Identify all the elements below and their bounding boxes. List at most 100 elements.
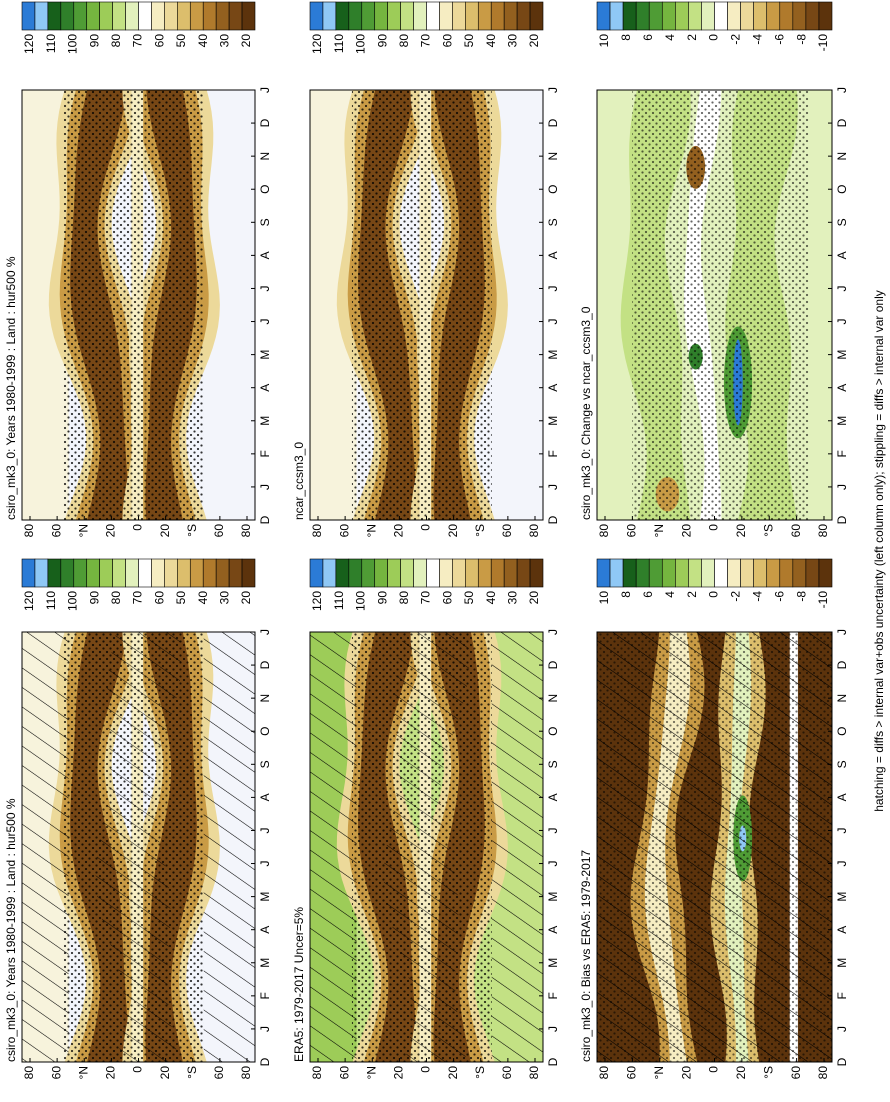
x-tick-label: D — [835, 515, 849, 524]
y-tick-label: 60 — [49, 524, 63, 538]
colorbar-label: -2 — [729, 34, 743, 45]
x-tick-label: S — [546, 760, 560, 768]
colorbar-label: 20 — [239, 34, 253, 48]
colorbar-label: 70 — [419, 34, 433, 48]
y-tick-label: 0 — [707, 1066, 721, 1073]
colorbar-label: 120 — [22, 34, 36, 54]
colorbar-cell — [688, 558, 702, 588]
colorbar-cell — [138, 1, 152, 31]
x-tick-label: J — [258, 861, 272, 867]
contour-field — [22, 90, 255, 520]
stipple — [63, 90, 204, 520]
y-tick-label: 80 — [816, 524, 830, 538]
contour-field — [597, 90, 832, 520]
colorbar-cell — [439, 1, 453, 31]
colorbar-label: 70 — [131, 591, 145, 605]
colorbar-label: 70 — [131, 34, 145, 48]
colorbar-label: 10 — [597, 591, 611, 605]
colorbar-cell — [727, 1, 741, 31]
colorbar-cell — [348, 1, 363, 31]
x-tick-label: J — [546, 319, 560, 325]
colorbar-label: 90 — [375, 34, 389, 48]
colorbar-cell — [661, 1, 676, 31]
x-tick-label: F — [258, 992, 272, 999]
colorbar-cell — [753, 558, 768, 588]
colorbar-label: 90 — [87, 591, 101, 605]
panel-title: csiro_mk3_0: Years 1980-1999 : Land : hu… — [4, 798, 18, 1062]
colorbar-label: 2 — [685, 34, 699, 41]
colorbar-label: -10 — [816, 591, 830, 609]
colorbar-cell — [215, 1, 230, 31]
x-tick-label: D — [546, 515, 560, 524]
x-tick-label: J — [835, 285, 849, 291]
x-tick-label: M — [258, 892, 272, 902]
hatch — [597, 632, 832, 1062]
x-tick-label: J — [835, 861, 849, 867]
stipple — [351, 90, 492, 520]
colorbar-cell — [413, 1, 427, 31]
colorbar-cell — [374, 558, 388, 588]
x-tick-label: J — [835, 484, 849, 490]
colorbar-cell — [503, 558, 518, 588]
colorbar-cell — [727, 558, 741, 588]
x-tick-label: J — [258, 827, 272, 833]
contour-field — [597, 632, 832, 1062]
x-tick-label: D — [258, 118, 272, 127]
y-tick-label: 0 — [419, 524, 433, 531]
colorbar-cell — [202, 1, 217, 31]
rotated-layout: csiro_mk3_0: Years 1980-1999 : Land : hu… — [4, 1, 886, 1080]
x-tick-label: A — [546, 793, 560, 801]
y-tick-label: °S — [761, 524, 775, 537]
y-tick-label: 20 — [679, 524, 693, 538]
panel-title: csiro_mk3_0: Change vs ncar_ccsm3_0 — [579, 306, 593, 520]
y-tick-label: 60 — [500, 1066, 514, 1080]
x-tick-label: S — [835, 218, 849, 226]
x-tick-label: M — [835, 350, 849, 360]
x-tick-label: J — [835, 319, 849, 325]
x-tick-label: A — [835, 251, 849, 259]
colorbar-label: -6 — [772, 34, 786, 45]
contour-field — [310, 90, 543, 520]
colorbar-cell — [805, 1, 820, 31]
panel: csiro_mk3_0: Change vs ncar_ccsm3_080 60 °… — [579, 1, 849, 538]
x-tick-label: M — [258, 958, 272, 968]
colorbar-label: 60 — [440, 34, 454, 48]
y-tick-label: 80 — [527, 524, 541, 538]
y-tick-label: °N — [76, 524, 90, 537]
x-tick-label: A — [258, 926, 272, 934]
colorbar-cell — [241, 558, 256, 588]
x-tick-label: J — [546, 1026, 560, 1032]
x-tick-label: J — [546, 629, 560, 635]
colorbar-cell — [112, 558, 126, 588]
panel: ncar_ccsm3_0 80 60 °N 20 0 20 °S 60 80 D J F M A M J J A S O… — [292, 1, 560, 538]
y-tick-label: 60 — [337, 524, 351, 538]
contour-field — [22, 632, 255, 1062]
x-tick-label: N — [835, 694, 849, 703]
colorbar-label: 8 — [619, 34, 633, 41]
x-tick-label: J — [258, 1026, 272, 1032]
colorbar-label: 30 — [217, 34, 231, 48]
x-tick-label: N — [258, 152, 272, 161]
colorbar-label: 100 — [354, 34, 368, 54]
colorbar-cell — [701, 558, 715, 588]
y-tick-label: 60 — [212, 524, 226, 538]
y-tick-label: 20 — [446, 524, 460, 538]
colorbar-cell — [125, 558, 139, 588]
colorbar-cell — [740, 1, 754, 31]
x-tick-label: D — [258, 515, 272, 524]
x-tick-label: J — [835, 629, 849, 635]
y-tick-label: 20 — [392, 524, 406, 538]
x-tick-label: A — [546, 251, 560, 259]
colorbar-label: 10 — [597, 34, 611, 48]
y-tick-label: °S — [761, 1066, 775, 1079]
colorbar-cell — [125, 1, 139, 31]
x-tick-label: M — [258, 350, 272, 360]
colorbar-cell — [228, 558, 243, 588]
x-tick-label: J — [258, 629, 272, 635]
y-tick-label: 60 — [337, 1066, 351, 1080]
y-tick-label: °N — [76, 1066, 90, 1079]
y-tick-label: °S — [185, 1066, 199, 1079]
field-wet — [310, 90, 357, 520]
y-tick-label: 60 — [625, 1066, 639, 1080]
colorbar-cell — [335, 1, 350, 31]
